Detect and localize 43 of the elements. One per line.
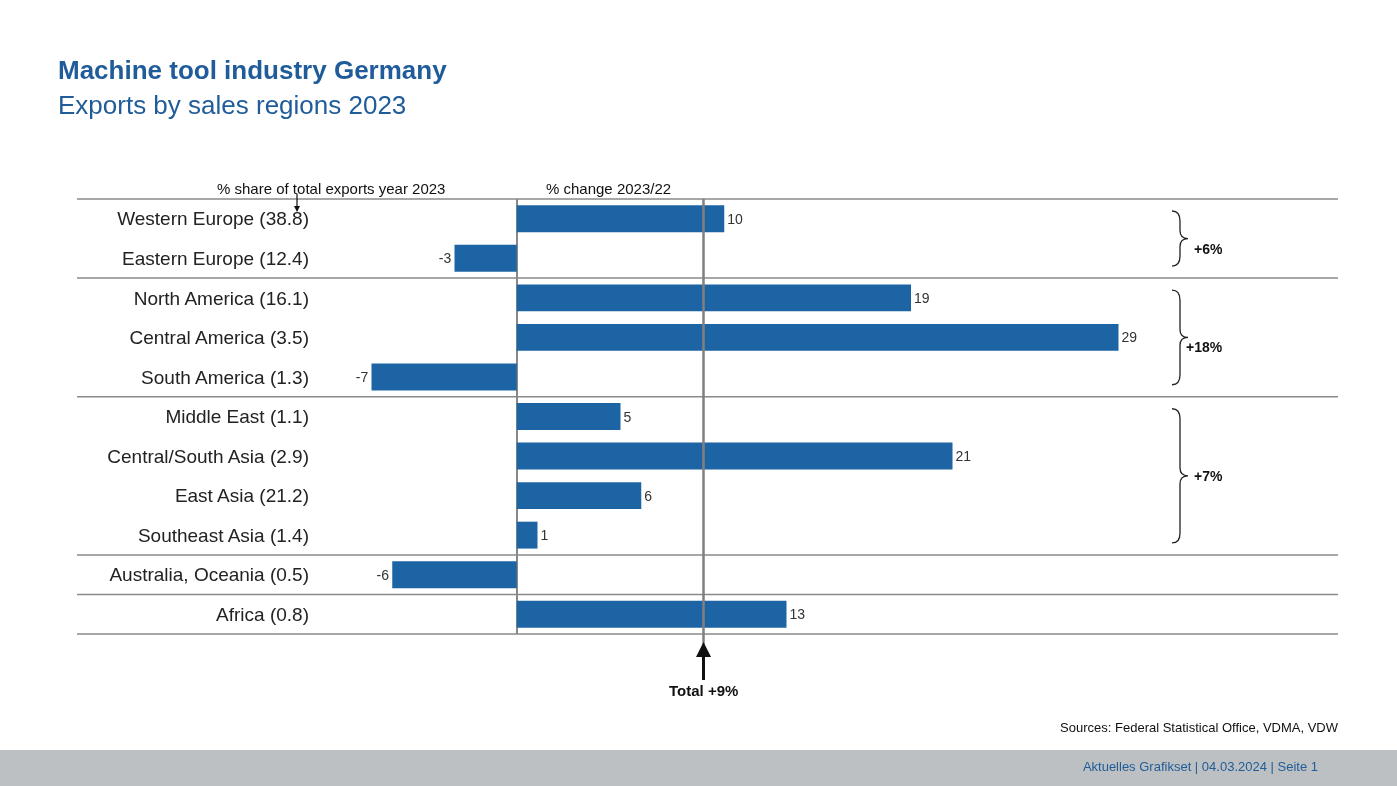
bar <box>516 205 725 233</box>
data-label: 6 <box>644 487 653 504</box>
bar <box>516 521 538 549</box>
y-tick-label: Australia, Oceania (0.5) <box>109 564 309 586</box>
x-axis-title: % change 2023/22 <box>546 180 672 197</box>
data-label: 5 <box>623 408 632 425</box>
data-label: -7 <box>355 368 369 385</box>
bar <box>516 284 911 312</box>
data-label: 29 <box>1121 329 1138 346</box>
y-tick-label: North America (16.1) <box>133 287 309 309</box>
data-label: 21 <box>955 448 972 465</box>
ref-line-label: Total +9% <box>669 682 739 699</box>
y-tick-label: Southeast Asia (1.4) <box>137 524 309 546</box>
y-tick-label: Eastern Europe (12.4) <box>122 247 309 269</box>
bar <box>516 482 642 510</box>
y-tick-label: Middle East (1.1) <box>165 406 309 428</box>
text: Aktuelles Grafikset | 04.03.2024 | Seite 1 <box>1082 759 1318 774</box>
y-tick-label: South America (1.3) <box>141 366 309 388</box>
chart-subtitle: Exports by sales regions 2023 <box>58 90 407 121</box>
y-tick-label: Central/South Asia (2.9) <box>107 445 309 467</box>
bar <box>516 442 953 470</box>
y-tick-label: Central America (3.5) <box>129 327 309 349</box>
bar <box>516 403 621 430</box>
y-tick-label: Africa (0.8) <box>216 603 309 625</box>
data-label: 10 <box>727 210 744 227</box>
data-label: -6 <box>376 566 390 583</box>
bar <box>516 600 787 628</box>
y-tick-label: East Asia (21.2) <box>174 485 309 507</box>
data-label: -3 <box>438 250 452 267</box>
source-note: Sources: Federal Statistical Office, VDMA, VDW <box>1060 720 1338 735</box>
bar <box>516 323 1119 351</box>
bar <box>454 244 517 272</box>
bar <box>371 363 517 391</box>
text: +18% <box>1186 339 1223 355</box>
data-label: 1 <box>540 527 549 544</box>
data-label: 19 <box>914 289 930 306</box>
chart-title: Machine tool industry Germany <box>58 55 447 86</box>
bar <box>392 561 517 589</box>
y-axis-title: % share of total exports year 2023 <box>217 180 446 197</box>
text: +6% <box>1194 241 1223 257</box>
y-tick-label: Western Europe (38.8) <box>117 208 309 230</box>
data-label: 13 <box>789 606 806 623</box>
text: +7% <box>1194 468 1223 484</box>
